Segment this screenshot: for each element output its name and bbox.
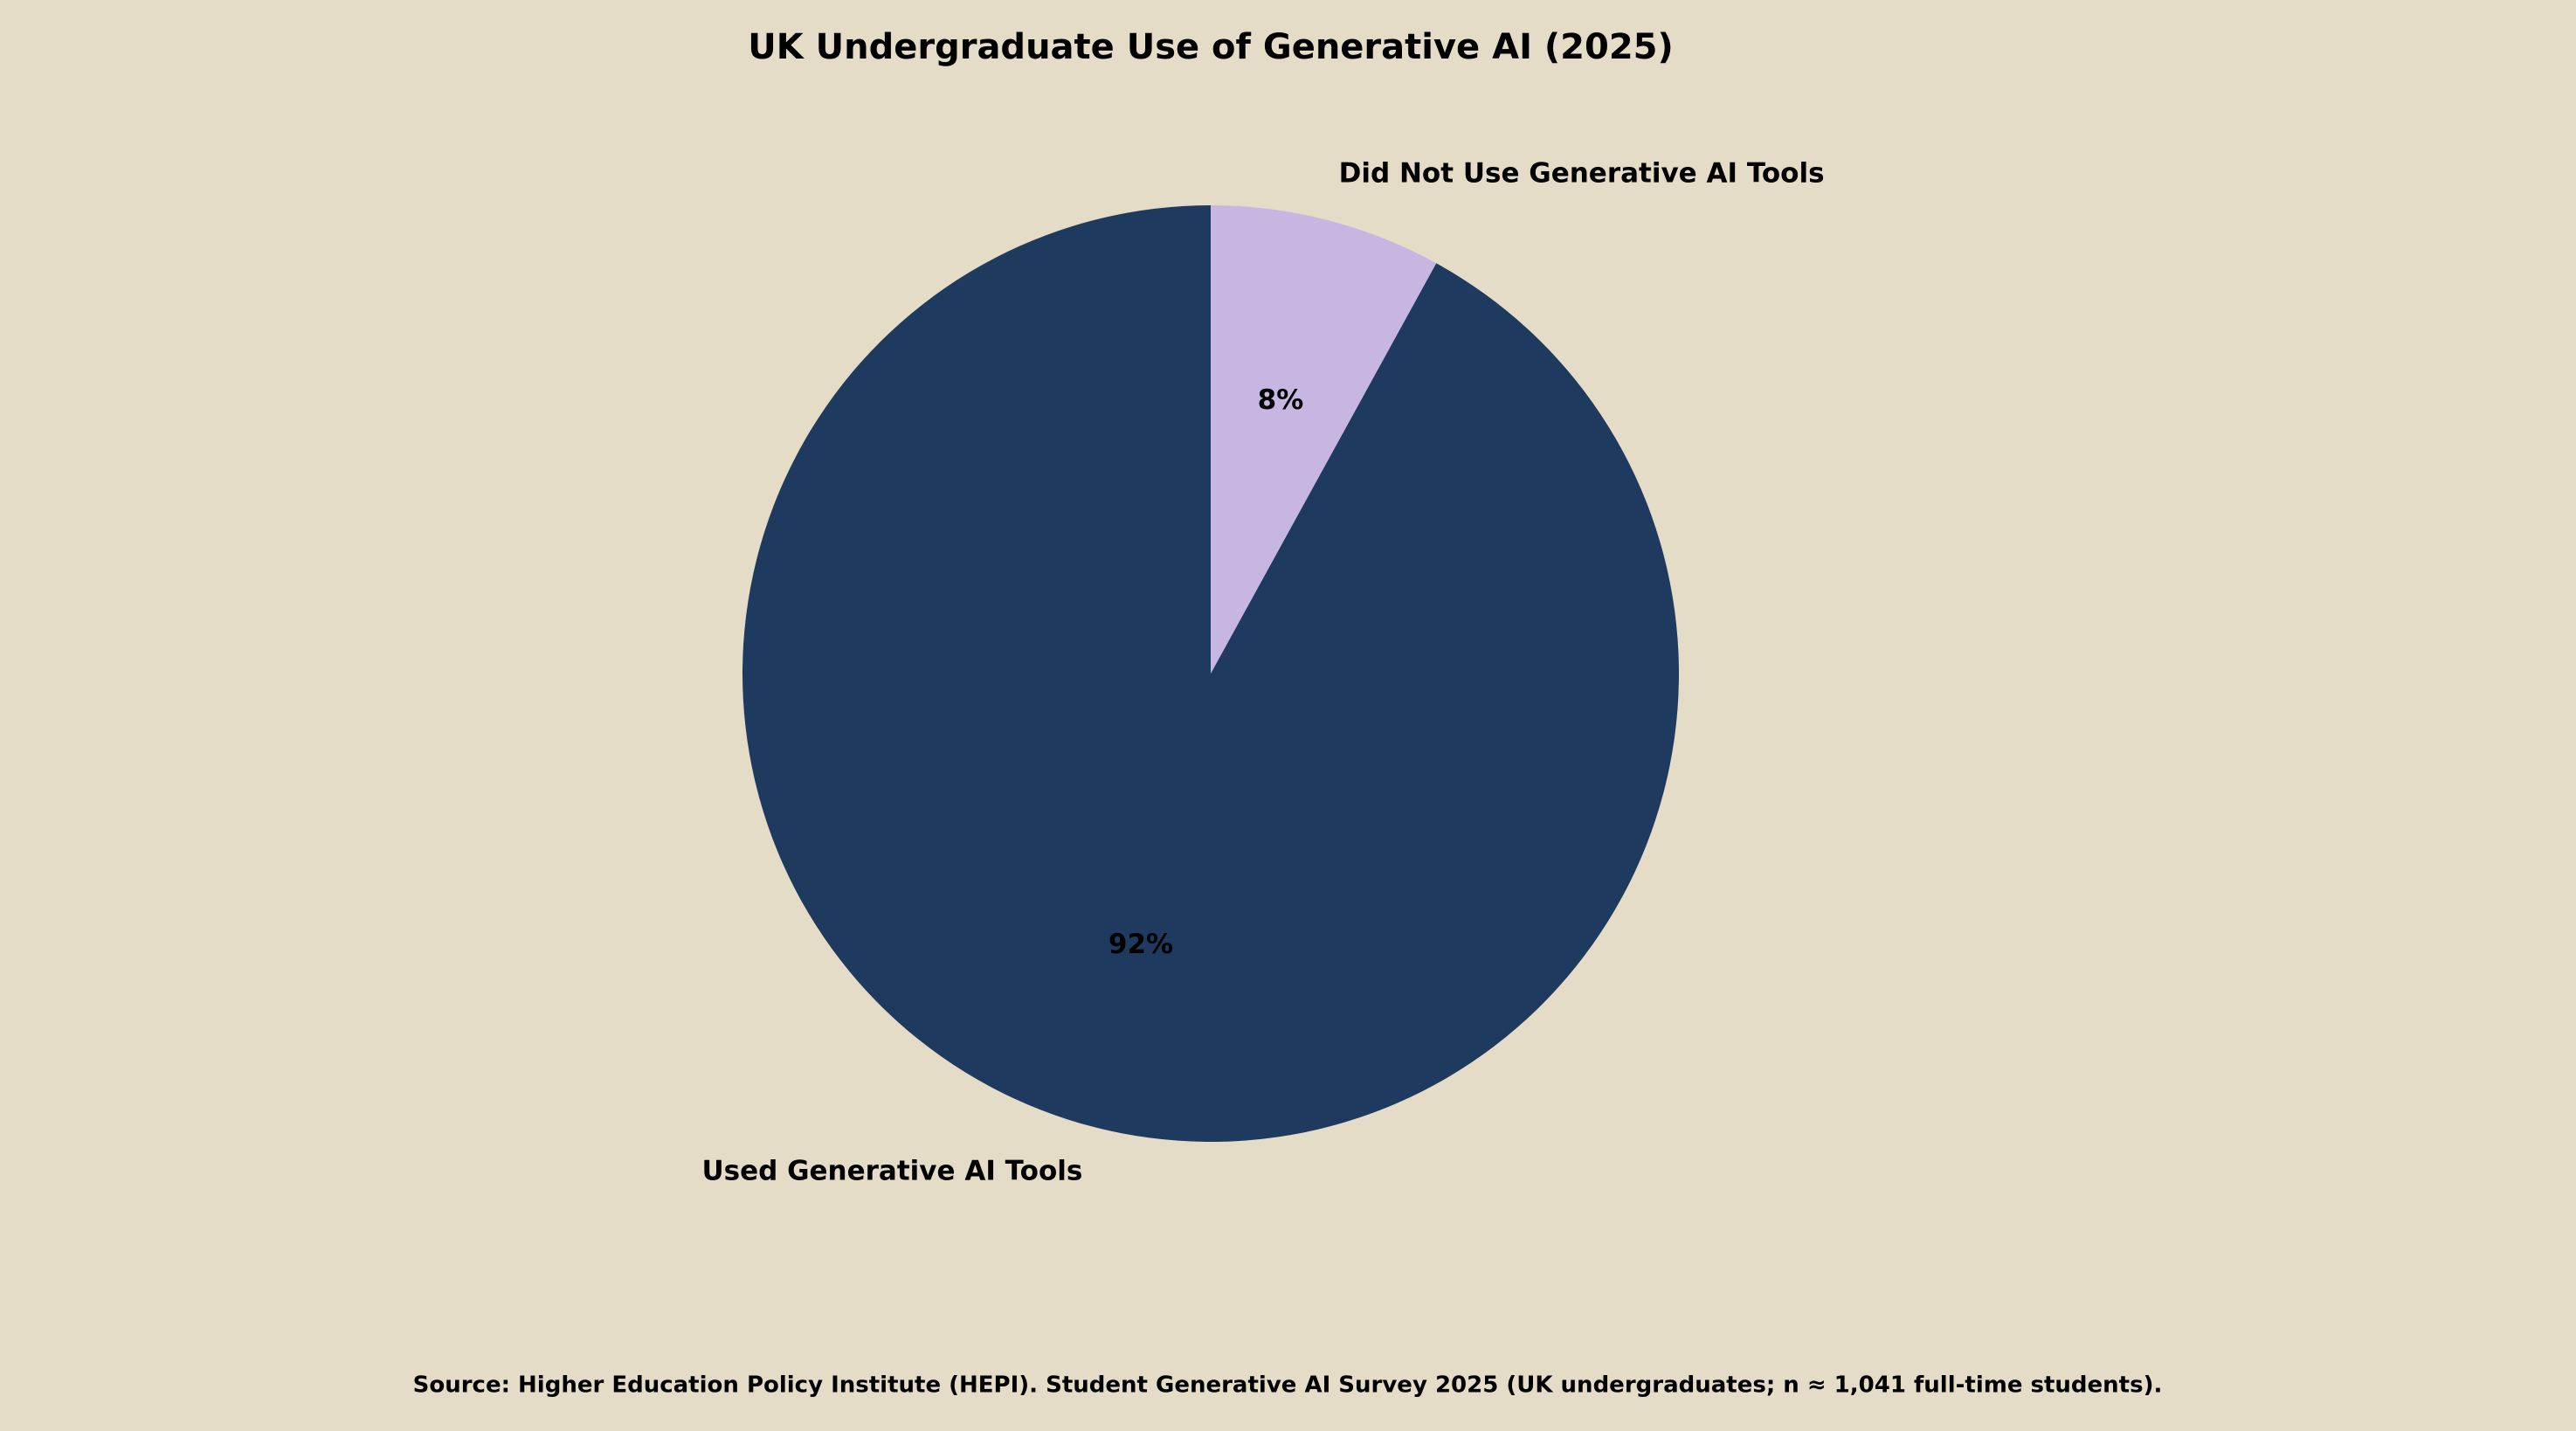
- slice-label: Did Not Use Generative AI Tools: [1339, 157, 1825, 189]
- value-label: 8%: [1258, 384, 1304, 416]
- pie-slice: [742, 205, 1679, 1143]
- slice-label: Used Generative AI Tools: [701, 1156, 1082, 1187]
- chart-title: UK Undergraduate Use of Generative AI (2…: [748, 27, 1674, 67]
- value-label: 92%: [1108, 929, 1173, 960]
- pie-slice: [1211, 205, 1437, 674]
- source-note: Source: Higher Education Policy Institut…: [413, 1372, 2163, 1399]
